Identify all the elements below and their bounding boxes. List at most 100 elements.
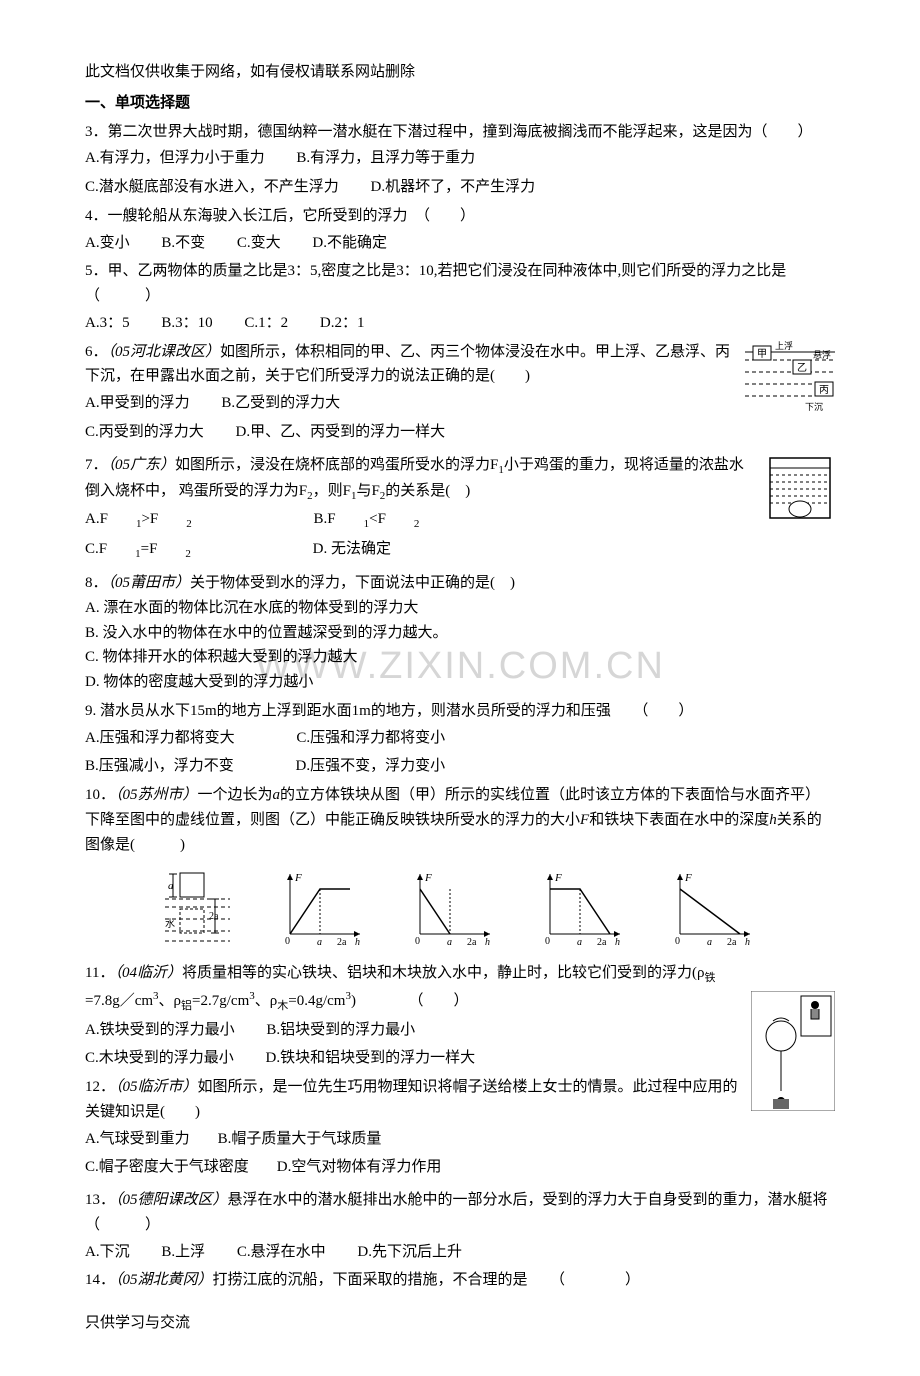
q7-opt-a: A.F1>F2: [85, 511, 192, 527]
section-title: 一、单项选择题: [85, 91, 835, 116]
q9-opt-d: D.压强不变，浮力变小: [296, 758, 446, 774]
svg-text:B: B: [450, 946, 458, 949]
question-8: 8．（05莆田市）关于物体受到水的浮力，下面说法中正确的是( ) A. 漂在水面…: [85, 571, 835, 695]
q3-opt-d: D.机器坏了，不产生浮力: [371, 179, 536, 195]
q13-opt-d: D.先下沉后上升: [357, 1244, 462, 1260]
q7-stem-4: 与F: [356, 483, 379, 499]
q7-stem-5: 的关系是( ): [385, 483, 470, 499]
q13-num: 13．: [85, 1192, 115, 1208]
q12-opt-b: B.帽子质量大于气球质量: [218, 1131, 382, 1147]
question-11: 11．（04临沂）将质量相等的实心铁块、铝块和木块放入水中，静止时，比较它们受到…: [85, 961, 835, 1071]
q10-var-a: a: [273, 787, 281, 803]
q8-opt-c: C. 物体排开水的体积越大受到的浮力越大: [85, 645, 835, 670]
question-7: 7．（05广东）如图所示，浸没在烧杯底部的鸡蛋所受水的浮力F1小于鸡蛋的重力，现…: [85, 453, 835, 568]
q4-opt-a: A.变小: [85, 235, 130, 251]
svg-text:F: F: [554, 872, 562, 884]
doc-header: 此文档仅供收集于网络，如有侵权请联系网站删除: [85, 60, 835, 85]
q6-opt-d: D.甲、乙、丙受到的浮力一样大: [236, 424, 446, 440]
svg-text:h: h: [615, 937, 620, 948]
q7-opt-c: C.F1=F2: [85, 541, 191, 557]
svg-text:h: h: [745, 937, 750, 948]
q11-opt-a: A.铁块受到的浮力最小: [85, 1022, 235, 1038]
svg-text:A: A: [320, 946, 329, 949]
q7-num: 7．: [85, 457, 108, 473]
q11-opt-c: C.木块受到的浮力最小: [85, 1050, 234, 1066]
q12-opt-a: A.气球受到重力: [85, 1131, 190, 1147]
fig6-top: 上浮: [775, 340, 793, 351]
q13-opt-c: C.悬浮在水中: [237, 1244, 326, 1260]
q12-opt-d: D.空气对物体有浮力作用: [277, 1159, 442, 1175]
q10-chart-d: F 0 a 2a h D: [665, 869, 755, 949]
question-10: 10．（05苏州市）一个边长为a的立方体铁块从图（甲）所示的实线位置（此时该立方…: [85, 783, 835, 949]
q9-opt-a: A.压强和浮力都将变大: [85, 730, 235, 746]
q10-chart-a: F 0 a 2a h A: [275, 869, 365, 949]
q4-opt-d: D.不能确定: [312, 235, 387, 251]
q11-source: （04临沂）: [114, 965, 182, 981]
q9-opt-b: B.压强减小，浮力不变: [85, 758, 234, 774]
q7-stem-1: 如图所示，浸没在烧杯底部的鸡蛋所受水的浮力F: [175, 457, 498, 473]
svg-text:水: 水: [165, 918, 175, 930]
q11-opt-d: D.铁块和铝块受到的浮力一样大: [266, 1050, 476, 1066]
q6-opt-a: A.甲受到的浮力: [85, 395, 190, 411]
q7-stem-3: ，则F: [313, 483, 351, 499]
fig6-yi: 乙: [797, 362, 807, 374]
q11-s1: 将质量相等的实心铁块、铝块和木块放入水中，静止时，比较它们受到的浮力(ρ: [182, 965, 704, 981]
q6-num: 6．: [85, 344, 108, 360]
q14-stem: 打捞江底的沉船，下面采取的措施，不合理的是 （ ）: [213, 1272, 641, 1288]
q11-send: ) （ ）: [351, 993, 469, 1009]
svg-text:2a: 2a: [337, 937, 347, 948]
svg-text:0: 0: [285, 936, 290, 947]
svg-text:2a: 2a: [467, 937, 477, 948]
q8-opt-d: D. 物体的密度越大受到的浮力越小: [85, 670, 835, 695]
q10-source: （05苏州市）: [115, 787, 198, 803]
q5-opt-c: C.1：2: [244, 315, 288, 331]
q10-chart-c: F 0 a 2a h C: [535, 869, 625, 949]
q5-opt-b: B.3：10: [161, 315, 212, 331]
q10-fig-cube: a 水 2a: [165, 869, 235, 949]
q11-opt-b: B.铝块受到的浮力最小: [266, 1022, 415, 1038]
q10-chart-b: F 0 a 2a h B: [405, 869, 495, 949]
question-6: 甲 乙 丙 上浮 下沉 悬浮 6．（05河北课改区）如图所示，体积相同的甲、乙、…: [85, 340, 835, 449]
q10-var-f: F: [580, 812, 589, 828]
q6-opt-b: B.乙受到的浮力大: [221, 395, 340, 411]
q10-num: 10．: [85, 787, 115, 803]
q8-stem: 关于物体受到水的浮力，下面说法中正确的是( ): [190, 575, 515, 591]
q12-source: （05临沂市）: [115, 1079, 198, 1095]
q5-stem: 5．甲、乙两物体的质量之比是3：5,密度之比是3：10,若把它们浸没在同种液体中…: [85, 259, 835, 309]
q9-opt-c: C.压强和浮力都将变小: [296, 730, 445, 746]
q7-opt-b: B.F1<F2: [314, 511, 420, 527]
svg-text:F: F: [684, 872, 692, 884]
q11-num: 11．: [85, 965, 114, 981]
q8-opt-a: A. 漂在水面的物体比沉在水底的物体受到的浮力大: [85, 596, 835, 621]
svg-text:D: D: [710, 946, 719, 949]
fig6-bottom: 下沉: [805, 402, 823, 412]
q10-var-h: h: [769, 812, 777, 828]
q12-num: 12．: [85, 1079, 115, 1095]
q6-opt-c: C.丙受到的浮力大: [85, 424, 204, 440]
q13-opt-b: B.上浮: [161, 1244, 205, 1260]
q8-source: （05莆田市）: [108, 575, 191, 591]
svg-text:F: F: [424, 872, 432, 884]
doc-footer: 只供学习与交流: [85, 1311, 835, 1336]
q3-opt-b: B.有浮力，且浮力等于重力: [296, 150, 475, 166]
svg-text:0: 0: [415, 936, 420, 947]
q7-opt-d: D. 无法确定: [313, 541, 391, 557]
q3-opt-a: A.有浮力，但浮力小于重力: [85, 150, 265, 166]
q8-opt-b: B. 没入水中的物体在水中的位置越深受到的浮力越大。: [85, 621, 835, 646]
svg-text:h: h: [355, 937, 360, 948]
q7-source: （05广东）: [108, 457, 176, 473]
svg-text:2a: 2a: [209, 911, 219, 922]
q13-source: （05德阳课改区）: [115, 1192, 228, 1208]
question-9: 9. 潜水员从水下15m的地方上浮到距水面1m的地方，则潜水员所受的浮力和压强 …: [85, 699, 835, 779]
svg-text:2a: 2a: [727, 937, 737, 948]
q3-opt-c: C.潜水艇底部没有水进入，不产生浮力: [85, 179, 339, 195]
q10-s1: 一个边长为: [198, 787, 273, 803]
fig6-jia: 甲: [757, 349, 767, 360]
q4-opt-c: C.变大: [237, 235, 281, 251]
q14-source: （05湖北黄冈）: [115, 1272, 213, 1288]
q4-stem: 4．一艘轮船从东海驶入长江后，它所受到的浮力 （ ）: [85, 204, 835, 229]
q13-opt-a: A.下沉: [85, 1244, 130, 1260]
question-3: 3．第二次世界大战时期，德国纳粹一潜水艇在下潜过程中，撞到海底被搁浅而不能浮起来…: [85, 120, 835, 200]
fig6-xuanfu: 悬浮: [813, 349, 831, 360]
question-13: 13．（05德阳课改区）悬浮在水中的潜水艇排出水舱中的一部分水后，受到的浮力大于…: [85, 1188, 835, 1264]
